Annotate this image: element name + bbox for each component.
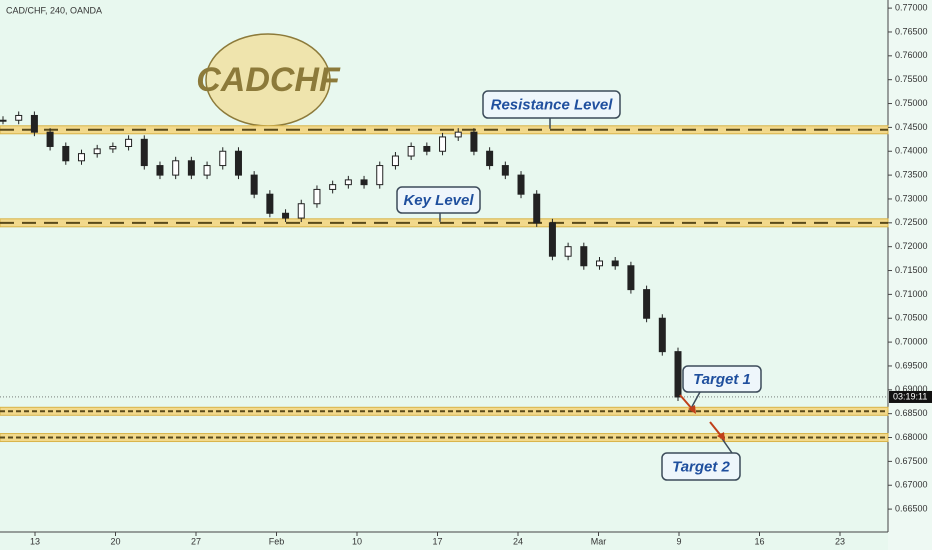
y-tick-label: 0.74000 [895, 146, 928, 156]
candle-body [674, 351, 682, 398]
candle-body [234, 150, 242, 176]
y-tick-label: 0.69500 [895, 360, 928, 370]
candle-body [62, 145, 70, 162]
candle-body [344, 179, 352, 186]
candle-body [596, 260, 604, 267]
chart-title: CAD/CHF, 240, OANDA [6, 5, 102, 15]
candle-body [407, 145, 415, 157]
y-tick-label: 0.70500 [895, 313, 928, 323]
candle-body [517, 174, 525, 195]
x-tick-label: 16 [754, 536, 764, 546]
y-tick-label: 0.68000 [895, 432, 928, 442]
candle-body [15, 114, 23, 121]
candle-body [266, 193, 274, 214]
x-tick-label: 13 [30, 536, 40, 546]
candle-body [187, 160, 195, 176]
y-tick-label: 0.73500 [895, 169, 928, 179]
callout-label: Target 1 [693, 371, 751, 388]
y-tick-label: 0.76000 [895, 50, 928, 60]
candle-body [156, 165, 164, 176]
y-tick-label: 0.70000 [895, 336, 928, 346]
callout-box [682, 365, 762, 393]
y-tick-label: 0.69000 [895, 384, 928, 394]
candle-body [470, 131, 478, 152]
y-tick-label: 0.76500 [895, 26, 928, 36]
x-tick-label: 27 [191, 536, 201, 546]
candle-body [250, 174, 258, 195]
x-tick-label: 9 [676, 536, 681, 546]
candle-body [30, 114, 38, 133]
y-tick-label: 0.71000 [895, 289, 928, 299]
candle-body [46, 131, 54, 147]
x-tick-label: Feb [269, 536, 285, 546]
candle-body [564, 246, 572, 257]
candle-body [109, 145, 117, 150]
y-tick-label: 0.67500 [895, 456, 928, 466]
candle-body [454, 131, 462, 138]
candle-body [658, 317, 666, 353]
candle-body [0, 119, 7, 122]
x-tick-label: 10 [352, 536, 362, 546]
candle-body [77, 153, 85, 162]
y-tick-label: 0.77000 [895, 2, 928, 12]
candle-body [486, 150, 494, 167]
price-axis-bg [888, 0, 932, 550]
y-tick-label: 0.75000 [895, 98, 928, 108]
candle-body [219, 150, 227, 167]
callout-box [482, 90, 621, 119]
y-tick-label: 0.72500 [895, 217, 928, 227]
candle-body [501, 165, 509, 176]
callout-pointer [721, 438, 733, 454]
target-arrowhead [717, 432, 725, 441]
callout-label: Target 2 [672, 458, 730, 475]
candle-body [548, 222, 556, 257]
overlay: Resistance Level Key Level Target 1 Target … [396, 90, 762, 481]
y-tick-label: 0.75500 [895, 74, 928, 84]
candle-body [172, 160, 180, 176]
badge: CADCHF [196, 61, 341, 99]
plot [0, 111, 889, 443]
callout-label: Key Level [403, 192, 474, 209]
candle-body [643, 289, 651, 319]
y-tick-label: 0.66500 [895, 503, 928, 513]
candle-body [360, 179, 368, 186]
candle-body [611, 260, 619, 267]
y-tick-label: 0.74500 [895, 122, 928, 132]
candle-body [203, 165, 211, 176]
countdown-bg [889, 390, 932, 403]
candle-body [125, 138, 133, 147]
y-tick-label: 0.72000 [895, 241, 928, 251]
candle-body [580, 246, 588, 267]
callout-box [661, 452, 741, 481]
y-tick-label: 0.71500 [895, 265, 928, 275]
y-tick-label: 0.73000 [895, 193, 928, 203]
candle-body [439, 136, 447, 152]
x-tick-label: 20 [110, 536, 120, 546]
candle-body [423, 145, 431, 152]
candle-body [93, 148, 101, 155]
x-tick-label: Mar [591, 536, 607, 546]
callout-label: Resistance Level [491, 96, 614, 113]
target-arrowhead [688, 405, 696, 414]
y-tick-label: 0.68500 [895, 408, 928, 418]
x-tick-label: 23 [835, 536, 845, 546]
x-tick-label: 24 [513, 536, 523, 546]
x-tick-label: 17 [432, 536, 442, 546]
candle-body [627, 265, 635, 291]
candle-body [391, 155, 399, 167]
candle-body [313, 188, 321, 205]
callout-box [396, 186, 481, 214]
countdown: 03:19:11 [893, 391, 927, 401]
candle-body [297, 203, 305, 219]
candle-body [140, 138, 148, 167]
candle-body [282, 212, 290, 219]
candle-body [376, 165, 384, 186]
candle-body [533, 193, 541, 224]
y-tick-label: 0.67000 [895, 480, 928, 490]
candle-body [329, 184, 337, 190]
